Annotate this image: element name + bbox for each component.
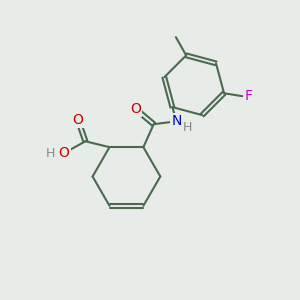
Text: O: O bbox=[59, 146, 70, 160]
Text: O: O bbox=[130, 102, 141, 116]
Text: H: H bbox=[45, 147, 55, 160]
Text: F: F bbox=[245, 89, 253, 103]
Text: H: H bbox=[183, 121, 193, 134]
Text: N: N bbox=[172, 114, 182, 128]
Text: O: O bbox=[73, 113, 83, 127]
